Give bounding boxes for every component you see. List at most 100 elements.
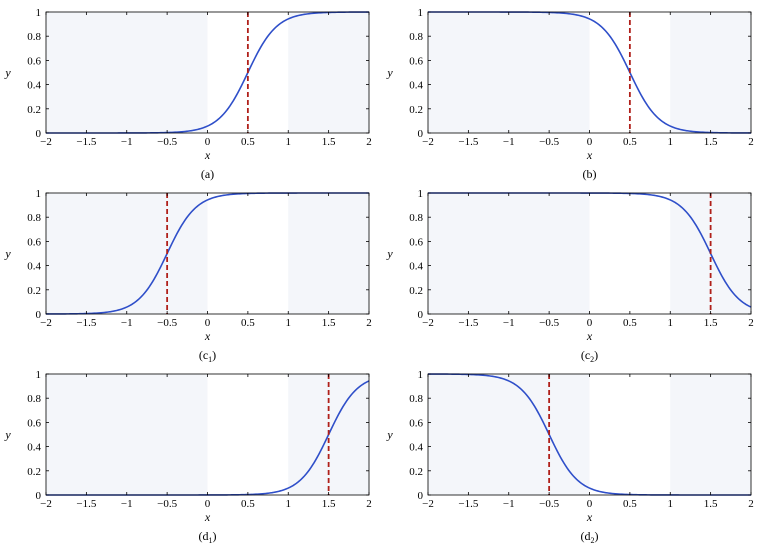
y-tick-label: 0 — [418, 309, 424, 321]
x-tick-label: 2 — [366, 498, 372, 510]
x-tick-label: 2 — [748, 317, 754, 329]
x-tick-label: 1.5 — [704, 317, 718, 329]
x-axis-label: x — [586, 329, 593, 343]
x-tick-label: 1 — [286, 136, 292, 148]
y-tick-label: 0.6 — [27, 55, 41, 67]
x-tick-label: −0.5 — [157, 136, 177, 148]
x-tick-label: 1 — [668, 136, 674, 148]
y-tick-label: 0 — [418, 128, 424, 140]
panel-1: −2 −1.5 −1 −0.5 0 0.5 1 1.5 2 0 0.2 0.4 0.6 0.8 1 x y (a) — [4, 7, 371, 181]
x-axis-label: x — [586, 148, 593, 162]
x-tick-label: 0.5 — [241, 317, 255, 329]
x-tick-label: −1 — [503, 317, 515, 329]
x-tick-label: −0.5 — [157, 317, 177, 329]
y-tick-label: 0 — [36, 309, 42, 321]
y-tick-label: 0.2 — [27, 285, 41, 297]
y-tick-label: 0.8 — [27, 212, 41, 224]
panel-caption: (c1) — [199, 348, 216, 364]
x-tick-label: −0.5 — [539, 317, 559, 329]
y-tick-label: 0 — [36, 128, 42, 140]
x-tick-label: 1.5 — [704, 136, 718, 148]
shaded-region-2 — [670, 374, 751, 495]
x-tick-label: −1.5 — [458, 136, 478, 148]
x-tick-label: −1.5 — [458, 498, 478, 510]
shaded-region-1 — [428, 193, 590, 314]
panel-6: −2 −1.5 −1 −0.5 0 0.5 1 1.5 2 0 0.2 0.4 0.6 0.8 1 x y (d2… — [386, 369, 753, 545]
y-tick-label: 0.4 — [409, 80, 423, 92]
panel-5: −2 −1.5 −1 −0.5 0 0.5 1 1.5 2 0 0.2 0.4 0.6 0.8 1 x y (d1… — [4, 369, 371, 545]
shaded-region-2 — [288, 12, 369, 133]
panel-3: −2 −1.5 −1 −0.5 0 0.5 1 1.5 2 0 0.2 0.4 0.6 0.8 1 x y (c1… — [4, 188, 371, 364]
x-tick-label: 1.5 — [322, 136, 336, 148]
x-tick-label: −1.5 — [76, 136, 96, 148]
panel-caption: (d2) — [581, 529, 599, 545]
y-tick-label: 0.6 — [409, 236, 423, 248]
y-tick-label: 0.6 — [409, 417, 423, 429]
x-tick-label: −2 — [422, 498, 434, 510]
x-tick-label: −2 — [422, 136, 434, 148]
y-axis-label: y — [386, 428, 393, 442]
y-axis-label: y — [386, 247, 393, 261]
x-tick-label: 0 — [587, 498, 593, 510]
x-tick-label: −2 — [422, 317, 434, 329]
panel-caption: (c2) — [581, 348, 598, 364]
x-tick-label: −0.5 — [157, 498, 177, 510]
y-tick-label: 0.4 — [27, 442, 41, 454]
y-tick-label: 1 — [36, 188, 42, 200]
panel-caption: (d1) — [199, 529, 217, 545]
x-tick-label: −2 — [40, 498, 52, 510]
y-tick-label: 0.2 — [409, 466, 423, 478]
y-tick-label: 0.6 — [27, 417, 41, 429]
x-tick-label: 2 — [366, 136, 372, 148]
shaded-region-1 — [46, 193, 208, 314]
y-tick-label: 0.4 — [409, 261, 423, 273]
x-tick-label: 2 — [748, 136, 754, 148]
x-tick-label: −2 — [40, 136, 52, 148]
panel-4: −2 −1.5 −1 −0.5 0 0.5 1 1.5 2 0 0.2 0.4 0.6 0.8 1 x y (c2… — [386, 188, 753, 364]
y-axis-label: y — [4, 428, 11, 442]
y-tick-label: 0.8 — [409, 212, 423, 224]
panel-2: −2 −1.5 −1 −0.5 0 0.5 1 1.5 2 0 0.2 0.4 0.6 0.8 1 x y (b) — [386, 7, 753, 181]
y-tick-label: 1 — [418, 7, 424, 19]
x-tick-label: 0.5 — [623, 317, 637, 329]
x-axis-label: x — [204, 510, 211, 524]
x-tick-label: −1 — [503, 498, 515, 510]
y-tick-label: 1 — [36, 7, 42, 19]
y-tick-label: 0.2 — [27, 466, 41, 478]
x-axis-label: x — [204, 329, 211, 343]
x-tick-label: −2 — [40, 317, 52, 329]
x-tick-label: 2 — [366, 317, 372, 329]
x-tick-label: −1.5 — [458, 317, 478, 329]
y-tick-label: 1 — [418, 369, 424, 381]
y-tick-label: 0.8 — [409, 393, 423, 405]
y-tick-label: 0.2 — [27, 104, 41, 116]
x-tick-label: 0 — [205, 498, 211, 510]
x-tick-label: 0.5 — [623, 498, 637, 510]
shaded-region-1 — [428, 374, 590, 495]
x-tick-label: 1 — [286, 498, 292, 510]
x-axis-label: x — [204, 148, 211, 162]
y-axis-label: y — [4, 247, 11, 261]
x-tick-label: 0 — [205, 136, 211, 148]
x-tick-label: −1 — [503, 136, 515, 148]
y-axis-label: y — [386, 66, 393, 80]
x-tick-label: −0.5 — [539, 498, 559, 510]
y-tick-label: 0.4 — [27, 261, 41, 273]
y-tick-label: 0.6 — [27, 236, 41, 248]
panel-caption: (a) — [201, 167, 214, 181]
x-tick-label: 0.5 — [623, 136, 637, 148]
y-tick-label: 0.8 — [27, 393, 41, 405]
x-tick-label: −1.5 — [76, 317, 96, 329]
y-axis-label: y — [4, 66, 11, 80]
x-tick-label: −1.5 — [76, 498, 96, 510]
y-tick-label: 0.6 — [409, 55, 423, 67]
y-tick-label: 0.2 — [409, 285, 423, 297]
x-tick-label: −0.5 — [539, 136, 559, 148]
panel-caption: (b) — [583, 167, 597, 181]
x-tick-label: 1 — [668, 498, 674, 510]
shaded-region-2 — [670, 12, 751, 133]
x-tick-label: 0 — [587, 317, 593, 329]
x-tick-label: 1.5 — [704, 498, 718, 510]
x-tick-label: 1 — [286, 317, 292, 329]
y-tick-label: 0 — [36, 490, 42, 502]
